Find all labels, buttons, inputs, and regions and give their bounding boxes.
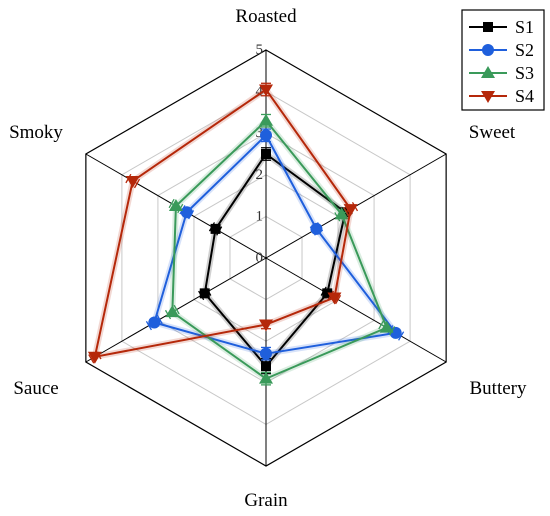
square-marker — [483, 22, 493, 32]
radar-grid — [86, 50, 446, 466]
legend: S1 S2 S3 S4 — [462, 10, 544, 110]
axis-label-smoky: Smoky — [9, 122, 63, 143]
circle-marker — [260, 348, 272, 360]
square-marker — [200, 288, 210, 298]
circle-marker — [310, 223, 322, 235]
circle-marker — [260, 129, 272, 141]
legend-label: S1 — [515, 17, 534, 37]
tick-label: 1 — [256, 208, 264, 224]
axis-label-grain: Grain — [244, 490, 288, 511]
axis-label-buttery: Buttery — [470, 378, 527, 399]
axis-labels: Roasted Sweet Buttery Grain Sauce Smoky — [9, 6, 527, 511]
tick-label: 0 — [256, 250, 264, 266]
axis-label-sweet: Sweet — [469, 122, 516, 143]
legend-label: S4 — [515, 86, 534, 106]
square-marker — [211, 224, 221, 234]
legend-label: S3 — [515, 63, 534, 83]
triangle-up-marker — [259, 114, 273, 126]
square-marker — [261, 361, 271, 371]
square-marker — [261, 149, 271, 159]
circle-marker — [181, 206, 193, 218]
circle-marker — [148, 316, 160, 328]
circle-marker — [482, 44, 494, 56]
legend-label: S2 — [515, 40, 534, 60]
series-layer — [88, 83, 404, 385]
axis-label-sauce: Sauce — [13, 378, 58, 399]
tick-label: 5 — [256, 42, 264, 58]
axis-label-roasted: Roasted — [235, 6, 297, 27]
